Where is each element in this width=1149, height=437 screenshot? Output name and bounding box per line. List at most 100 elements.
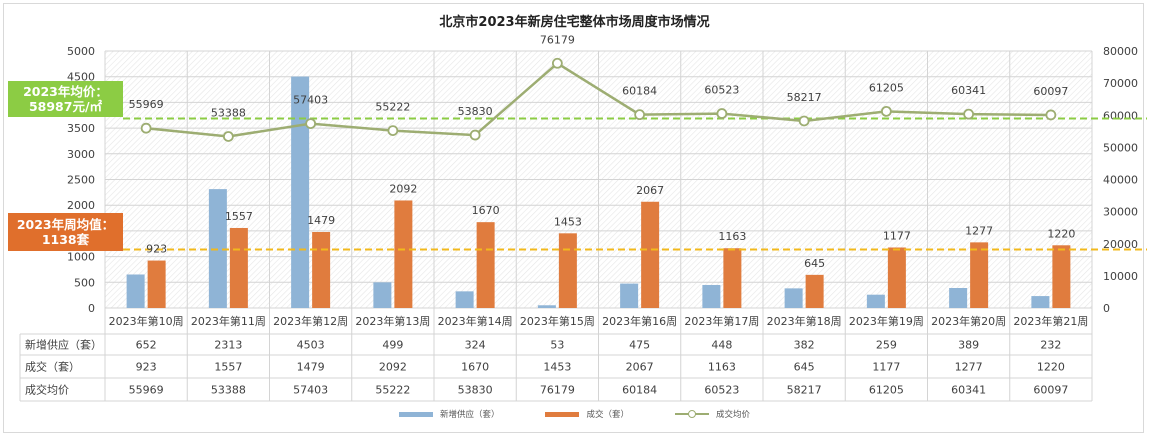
y-left-tick-label: 2000 [67, 199, 95, 212]
table-cell: 55969 [129, 384, 164, 397]
y-left-tick-label: 1000 [67, 251, 95, 264]
data-label-price: 57403 [293, 94, 328, 107]
bar-supply [537, 305, 556, 308]
bar-supply [373, 282, 392, 308]
data-label-price: 60523 [704, 84, 739, 97]
avg-price-callout-line1: 2023年均价： [23, 84, 108, 99]
data-label-price: 60184 [622, 85, 657, 98]
price-point [140, 122, 152, 134]
legend-label-price: 成交均价 [716, 410, 751, 420]
price-point [963, 108, 975, 120]
price-point [716, 108, 728, 119]
price-point [880, 105, 892, 117]
data-label-deals: 2067 [636, 184, 664, 197]
table-cell: 645 [794, 361, 815, 374]
bar-supply [949, 288, 968, 308]
y-left-tick-label: 3000 [67, 148, 95, 161]
price-line [145, 61, 1051, 138]
table-cell: 53 [550, 339, 564, 352]
bar-deals [558, 233, 577, 308]
table-cell: 1453 [543, 361, 571, 374]
data-label-deals: 1557 [225, 210, 253, 223]
x-category-label: 2023年第15周 [520, 314, 595, 328]
table-cell: 923 [136, 361, 157, 374]
table-cell: 2092 [379, 361, 407, 374]
table-cell: 4503 [297, 339, 325, 352]
x-category-label: 2023年第21周 [1013, 314, 1088, 328]
table-cell: 1220 [1037, 361, 1065, 374]
table-cell: 499 [382, 339, 403, 352]
table-cell: 259 [876, 339, 897, 352]
legend-swatch-deals [545, 411, 580, 417]
bar-deals [887, 247, 906, 308]
y-right-tick-label: 0 [1103, 302, 1110, 315]
x-category-label: 2023年第12周 [273, 314, 348, 328]
chart-legend: 新增供应（套） 成交（套） 成交均价 [0, 408, 1149, 420]
x-category-label: 2023年第11周 [191, 314, 266, 328]
table-cell: 60341 [951, 384, 986, 397]
table-cell: 61205 [869, 384, 904, 397]
data-label-price: 60341 [951, 84, 986, 97]
data-label-deals: 1220 [1047, 227, 1075, 240]
bar-deals [970, 242, 989, 308]
avg-price-callout-line2: 58987元/㎡ [28, 99, 103, 114]
x-category-label: 2023年第13周 [355, 314, 430, 328]
chart-title: 北京市2023年新房住宅整体市场周度市场情况 [439, 15, 710, 30]
price-point [469, 129, 481, 141]
table-cell: 60523 [704, 384, 739, 397]
y-right-tick-label: 10000 [1103, 270, 1138, 283]
table-cell: 2313 [214, 339, 242, 352]
data-label-price: 58217 [787, 91, 822, 104]
bar-supply [126, 274, 145, 308]
bar-supply [784, 288, 803, 308]
table-cell: 1177 [872, 361, 900, 374]
table-cell: 652 [136, 339, 157, 352]
table-cell: 76179 [540, 384, 575, 397]
y-right-tick-label: 80000 [1103, 45, 1138, 58]
bar-deals [723, 248, 742, 308]
bar-deals [1052, 245, 1071, 308]
weekly-avg-callout: 2023年周均值： 1138套 [8, 213, 123, 251]
x-category-label: 2023年第10周 [109, 314, 184, 328]
table-cell: 324 [465, 339, 486, 352]
legend-item-supply: 新增供应（套） [398, 408, 499, 420]
x-category-label: 2023年第19周 [849, 314, 924, 328]
legend-swatch-price [675, 409, 709, 419]
table-cell: 1277 [955, 361, 983, 374]
table-cell: 448 [711, 339, 732, 352]
bar-deals [394, 200, 413, 308]
price-point [798, 115, 810, 127]
price-point [551, 57, 563, 69]
bar-supply [620, 283, 639, 308]
data-label-price: 53388 [211, 106, 246, 119]
weekly-avg-callout-line1: 2023年周均值： [16, 217, 115, 232]
y-right-tick-label: 20000 [1103, 238, 1138, 251]
table-cell: 1479 [297, 361, 325, 374]
y-left-tick-label: 2500 [67, 174, 95, 187]
x-category-label: 2023年第16周 [602, 314, 677, 328]
table-cell: 232 [1040, 339, 1061, 352]
bar-supply [866, 294, 885, 308]
y-left-tick-label: 5000 [67, 45, 95, 58]
bar-deals [312, 231, 331, 308]
legend-item-price: 成交均价 [675, 408, 750, 420]
y-left-tick-label: 500 [74, 276, 95, 289]
bar-deals [805, 274, 824, 308]
data-label-price: 55969 [129, 98, 164, 111]
table-row-label: 成交均价 [25, 383, 69, 397]
table-cell: 1557 [214, 361, 242, 374]
data-label-deals: 1479 [307, 214, 335, 227]
bar-supply [291, 76, 310, 308]
table-cell: 1163 [708, 361, 736, 374]
bar-supply [1031, 296, 1050, 308]
table-cell: 1670 [461, 361, 489, 374]
price-point [1045, 109, 1057, 121]
y-left-tick-label: 4500 [67, 71, 95, 84]
table-cell: 60184 [622, 384, 657, 397]
y-left-tick-label: 3500 [67, 122, 95, 135]
legend-item-deals: 成交（套） [545, 408, 629, 420]
avg-price-callout: 2023年均价： 58987元/㎡ [8, 81, 123, 117]
table-cell: 53388 [211, 384, 246, 397]
price-point [222, 131, 234, 142]
